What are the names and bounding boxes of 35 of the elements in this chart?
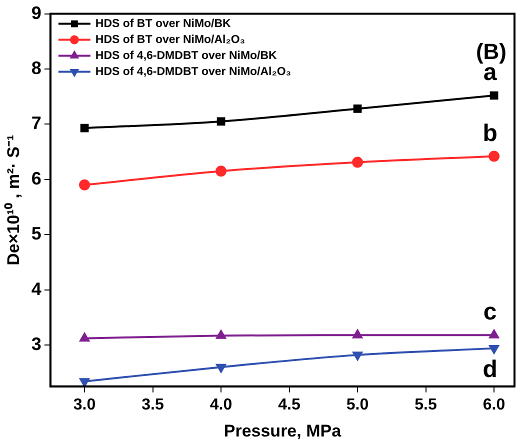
x-tick-label: 5.0 — [346, 396, 369, 414]
x-tick-label: 6.0 — [482, 396, 506, 414]
point — [80, 378, 90, 386]
legend-label: HDS of 4,6-DMDBT over NiMo/Al₂O₃ — [95, 66, 292, 78]
point — [79, 179, 90, 190]
legend-label: HDS of 4,6-DMDBT over NiMo/BK — [95, 50, 278, 62]
point — [489, 345, 499, 354]
legend-label: HDS of BT over NiMo/Al₂O₃ — [95, 34, 246, 46]
annotation: c — [483, 298, 497, 326]
annotation: b — [482, 120, 498, 147]
y-tick-label: 5 — [31, 224, 42, 244]
x-tick-label: 4.0 — [210, 396, 232, 414]
y-tick-label: 4 — [31, 278, 42, 299]
x-tick-label: 3.0 — [73, 396, 96, 414]
y-axis-title: De×10¹⁰ , m²· S⁻¹ — [4, 134, 23, 266]
x-tick-label: 3.5 — [142, 396, 164, 414]
point — [216, 364, 226, 373]
y-tick-label: 3 — [31, 334, 42, 354]
annotation: d — [482, 356, 498, 383]
y-tick-label: 7 — [31, 113, 42, 134]
legend-label: HDS of BT over NiMo/BK — [95, 18, 232, 30]
point — [352, 156, 364, 168]
point — [490, 91, 498, 100]
y-tick-label: 6 — [31, 168, 42, 188]
point — [216, 166, 227, 177]
y-tick-label: 8 — [31, 58, 42, 78]
y-tick-label: 9 — [31, 2, 42, 23]
x-tick-label: 5.5 — [414, 396, 437, 414]
point — [216, 117, 226, 126]
point — [80, 124, 89, 132]
x-tick-label: 4.5 — [278, 396, 300, 414]
point — [352, 352, 362, 360]
x-axis-title: Pressure, MPa — [224, 421, 342, 440]
point — [488, 150, 500, 162]
point — [353, 104, 362, 113]
